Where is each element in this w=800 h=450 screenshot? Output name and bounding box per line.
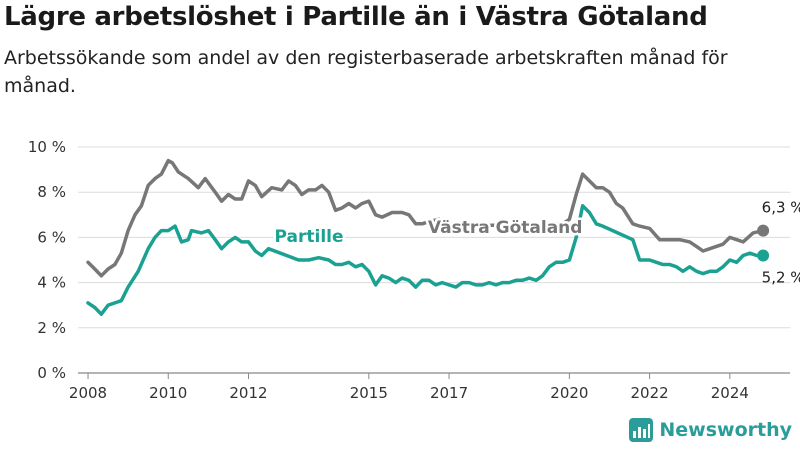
y-tick-label: 6 %: [37, 228, 66, 246]
x-tick-label: 2010: [149, 384, 187, 402]
gridlines: [78, 146, 790, 374]
series-labels: 6,3 % 5,2 % Västra Götaland Partille: [272, 199, 800, 287]
y-tick-label: 4 %: [37, 274, 66, 292]
x-tick-label: 2022: [631, 384, 669, 402]
brand-logo[interactable]: Newsworthy: [629, 418, 792, 442]
y-tick-label: 2 %: [37, 319, 66, 337]
newsworthy-logo-icon: [629, 418, 654, 442]
x-tick-label: 2008: [69, 384, 107, 402]
partille-end-label: 5,2 %: [762, 268, 800, 286]
vastra-gotaland-end-label: 6,3 %: [762, 199, 800, 217]
x-tick-label: 2020: [550, 384, 588, 402]
x-axis: 2008 2010 2012 2015 2017 2020 2022 2024: [69, 373, 749, 402]
partille-end-point: [757, 249, 770, 262]
y-tick-label: 0 %: [37, 364, 66, 382]
chart-title: Lägre arbetslöshet i Partille än i Västr…: [4, 2, 708, 32]
x-tick-label: 2024: [711, 384, 749, 402]
partille-series-label: Partille: [275, 227, 344, 247]
vastra-gotaland-line: [86, 158, 765, 278]
x-tick-label: 2017: [430, 384, 468, 402]
x-tick-label: 2012: [229, 384, 267, 402]
vastra-gotaland-end-point: [757, 224, 770, 237]
y-axis-ticks: 0 % 2 % 4 % 6 % 8 % 10 %: [28, 138, 66, 382]
partille-line: [86, 204, 765, 316]
y-tick-label: 8 %: [37, 183, 66, 201]
chart-subtitle: Arbetssökande som andel av den registerb…: [4, 47, 728, 97]
brand-name: Newsworthy: [659, 419, 792, 441]
x-tick-label: 2015: [350, 384, 388, 402]
series-lines: [86, 158, 770, 316]
vastra-gotaland-series-label: Västra Götaland: [428, 218, 583, 238]
y-tick-label: 10 %: [28, 138, 66, 156]
